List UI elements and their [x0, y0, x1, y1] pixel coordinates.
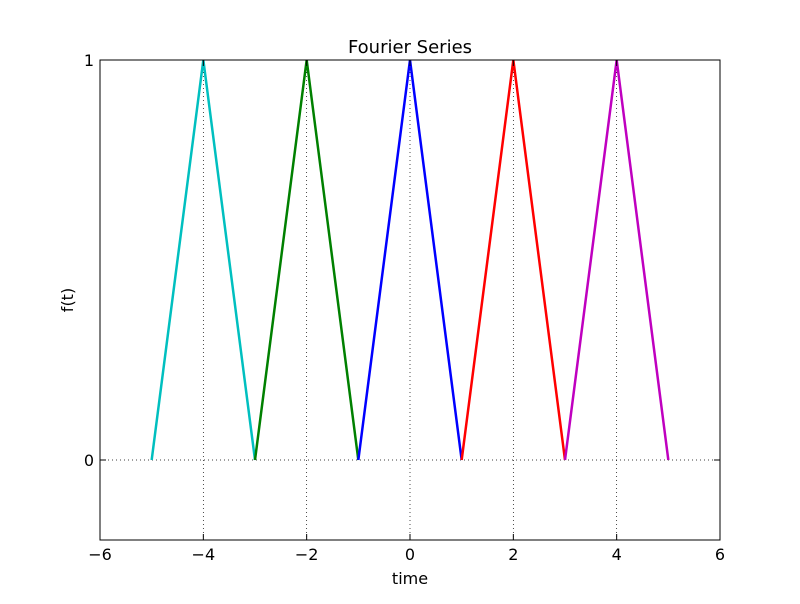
- y-tick-label: 1: [84, 51, 94, 70]
- x-tick-label: 2: [508, 545, 518, 564]
- y-axis-label: f(t): [58, 288, 77, 312]
- x-tick-label: −2: [295, 545, 319, 564]
- y-tick-label: 0: [84, 451, 94, 470]
- chart-title: Fourier Series: [348, 37, 472, 58]
- x-tick-label: 4: [612, 545, 622, 564]
- x-tick-label: 0: [405, 545, 415, 564]
- x-axis-label: time: [392, 569, 428, 588]
- x-tick-label: −6: [88, 545, 112, 564]
- tick-layer: −6 −4 −2 0 2 4 6 0 1: [84, 51, 725, 564]
- x-tick-label: 6: [715, 545, 725, 564]
- x-tick-label: −4: [192, 545, 216, 564]
